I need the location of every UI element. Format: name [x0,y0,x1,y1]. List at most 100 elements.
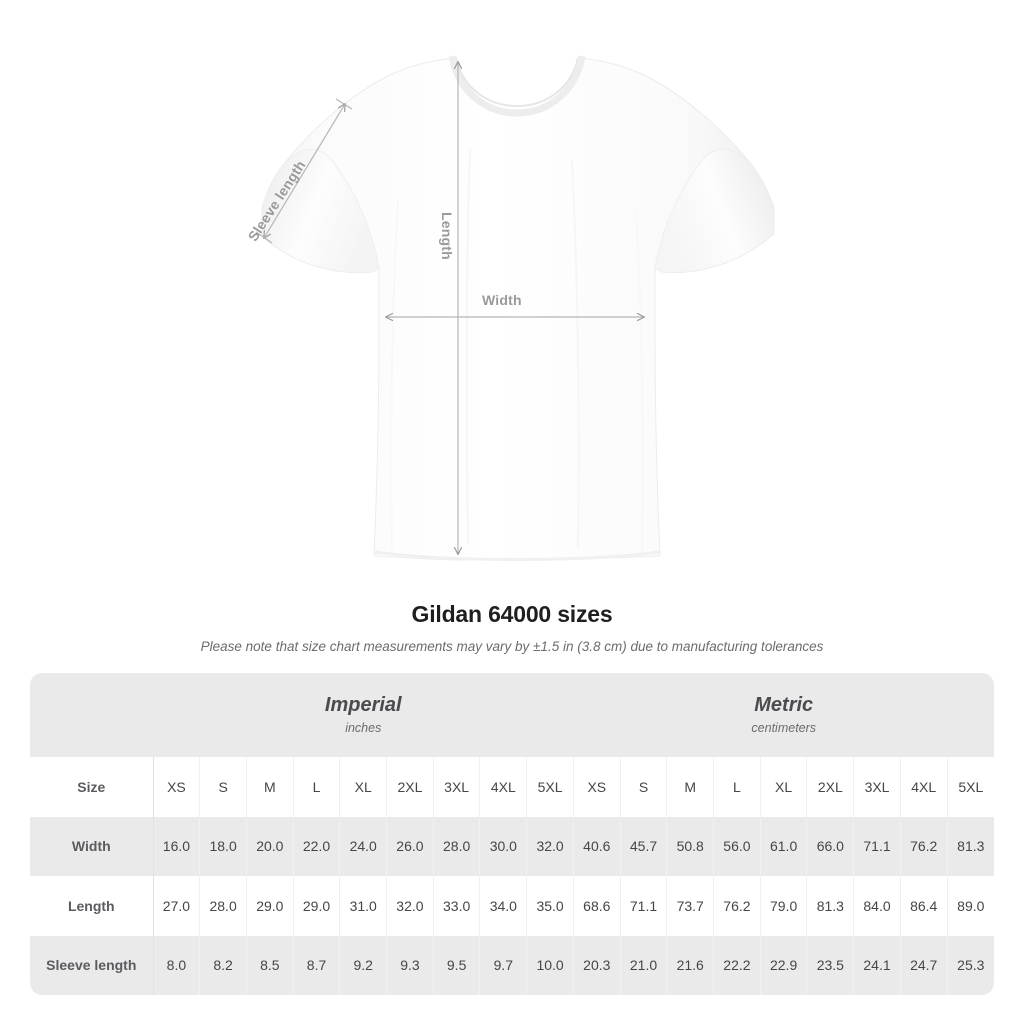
size-header-row: Size XS S M L XL 2XL 3XL 4XL 5XL XS S M L XL 2XL 3XL 4XL 5… [30,757,994,817]
measurement-cell: 89.0 [946,876,994,936]
width-dimension-label: Width [482,292,522,308]
measurement-cell: 10.0 [526,935,574,995]
size-column-header: XL [759,757,807,817]
table-row: Sleeve length 8.0 8.2 8.5 8.7 9.2 9.3 9.5 9.7 10.… [30,935,994,995]
measurement-cell: 26.0 [386,816,434,876]
sleeve-tick-bottom [255,231,273,244]
size-column-header: 3XL [853,757,901,817]
measurement-cell: 28.0 [199,876,247,936]
table-row: Length 27.0 28.0 29.0 29.0 31.0 32.0 33.0 34.0 35… [30,876,994,936]
measurement-cell: 71.1 [853,816,901,876]
measurement-cell: 9.7 [479,935,527,995]
size-column-header: S [619,757,667,817]
unit-system-subtitle: centimeters [751,721,817,735]
size-column-header: 3XL [432,757,480,817]
size-column-header: 5XL [526,757,574,817]
measurement-cell: 71.1 [619,876,667,936]
unit-header-metric: Metric centimeters [573,673,994,757]
size-column-header: L [292,757,340,817]
sleeve-length-arrow [263,102,346,240]
sleeve-tick-top [335,98,353,110]
measurement-row-label: Sleeve length [30,935,154,995]
size-header-label: Size [30,757,154,817]
tolerance-note: Please note that size chart measurements… [200,639,824,654]
size-column-header: M [245,757,294,817]
size-column-header: 4XL [479,757,527,817]
measurement-cell: 76.2 [899,816,948,876]
measurement-cell: 21.0 [619,935,667,995]
measurement-row-label: Length [30,876,154,936]
measurement-cell: 79.0 [759,876,807,936]
measurement-cell: 32.0 [526,816,574,876]
measurement-cell: 32.0 [386,876,434,936]
measurement-cell: 30.0 [479,816,527,876]
size-column-header: L [713,757,761,817]
size-chart-table: Imperial inches Metric centimeters Size XS S M L… [30,673,994,995]
measurement-cell: 25.3 [946,935,994,995]
measurement-arrows [255,60,646,556]
page-title: Gildan 64000 sizes [411,601,613,627]
title-block: Gildan 64000 sizes Please note that size… [0,598,1024,656]
size-column-header: S [199,757,247,817]
unit-system-name: Metric [754,694,814,716]
measurement-cell: 9.2 [339,935,387,995]
unit-system-subtitle: inches [345,721,382,735]
unit-header-spacer [30,673,154,757]
measurement-cell: 16.0 [152,816,200,876]
measurement-cell: 35.0 [526,876,574,936]
shirt-shape [261,55,775,561]
size-column-header: M [666,757,714,817]
measurement-cell: 28.0 [432,816,480,876]
measurement-cell: 22.2 [713,935,761,995]
measurement-cell: 84.0 [853,876,901,936]
measurement-cell: 8.2 [199,935,247,995]
measurement-cell: 22.9 [759,935,807,995]
measurement-cell: 68.6 [572,876,621,936]
measurement-cell: 20.0 [245,816,294,876]
measurement-cell: 21.6 [666,935,714,995]
measurement-cell: 86.4 [899,876,948,936]
tshirt-svg [255,55,775,561]
measurement-cell: 45.7 [619,816,667,876]
measurement-cell: 8.0 [152,935,200,995]
measurement-cell: 66.0 [806,816,854,876]
measurement-row-label: Width [30,816,154,876]
measurement-cell: 24.0 [339,816,387,876]
size-column-header: 5XL [946,757,994,817]
size-column-header: XS [572,757,621,817]
measurement-cell: 27.0 [152,876,200,936]
tshirt-illustration: Width Length Sleeve length [245,55,775,561]
size-column-header: XL [339,757,387,817]
measurement-cell: 22.0 [292,816,340,876]
measurement-cell: 73.7 [666,876,714,936]
measurement-cell: 29.0 [292,876,340,936]
size-column-header: 2XL [386,757,434,817]
measurement-cell: 24.1 [853,935,901,995]
unit-system-name: Imperial [324,694,402,716]
measurement-cell: 34.0 [479,876,527,936]
measurement-cell: 33.0 [432,876,480,936]
measurement-cell: 20.3 [572,935,621,995]
unit-header-row: Imperial inches Metric centimeters [30,673,994,757]
measurement-cell: 18.0 [199,816,247,876]
measurement-cell: 9.5 [432,935,480,995]
measurement-cell: 23.5 [806,935,854,995]
measurement-cell: 40.6 [572,816,621,876]
unit-header-imperial: Imperial inches [153,673,574,757]
measurement-cell: 81.3 [946,816,994,876]
size-column-header: 4XL [899,757,948,817]
measurement-cell: 8.5 [245,935,294,995]
measurement-cell: 9.3 [386,935,434,995]
size-column-header: XS [152,757,200,817]
measurement-cell: 31.0 [339,876,387,936]
measurement-cell: 8.7 [292,935,340,995]
measurement-cell: 29.0 [245,876,294,936]
measurement-cell: 56.0 [713,816,761,876]
size-table-container: Imperial inches Metric centimeters Size XS S M L… [30,673,994,995]
table-row: Width 16.0 18.0 20.0 22.0 24.0 26.0 28.0 30.0 32.… [30,816,994,876]
measurement-cell: 61.0 [759,816,807,876]
measurement-cell: 50.8 [666,816,714,876]
measurement-cell: 24.7 [899,935,948,995]
size-column-header: 2XL [806,757,854,817]
